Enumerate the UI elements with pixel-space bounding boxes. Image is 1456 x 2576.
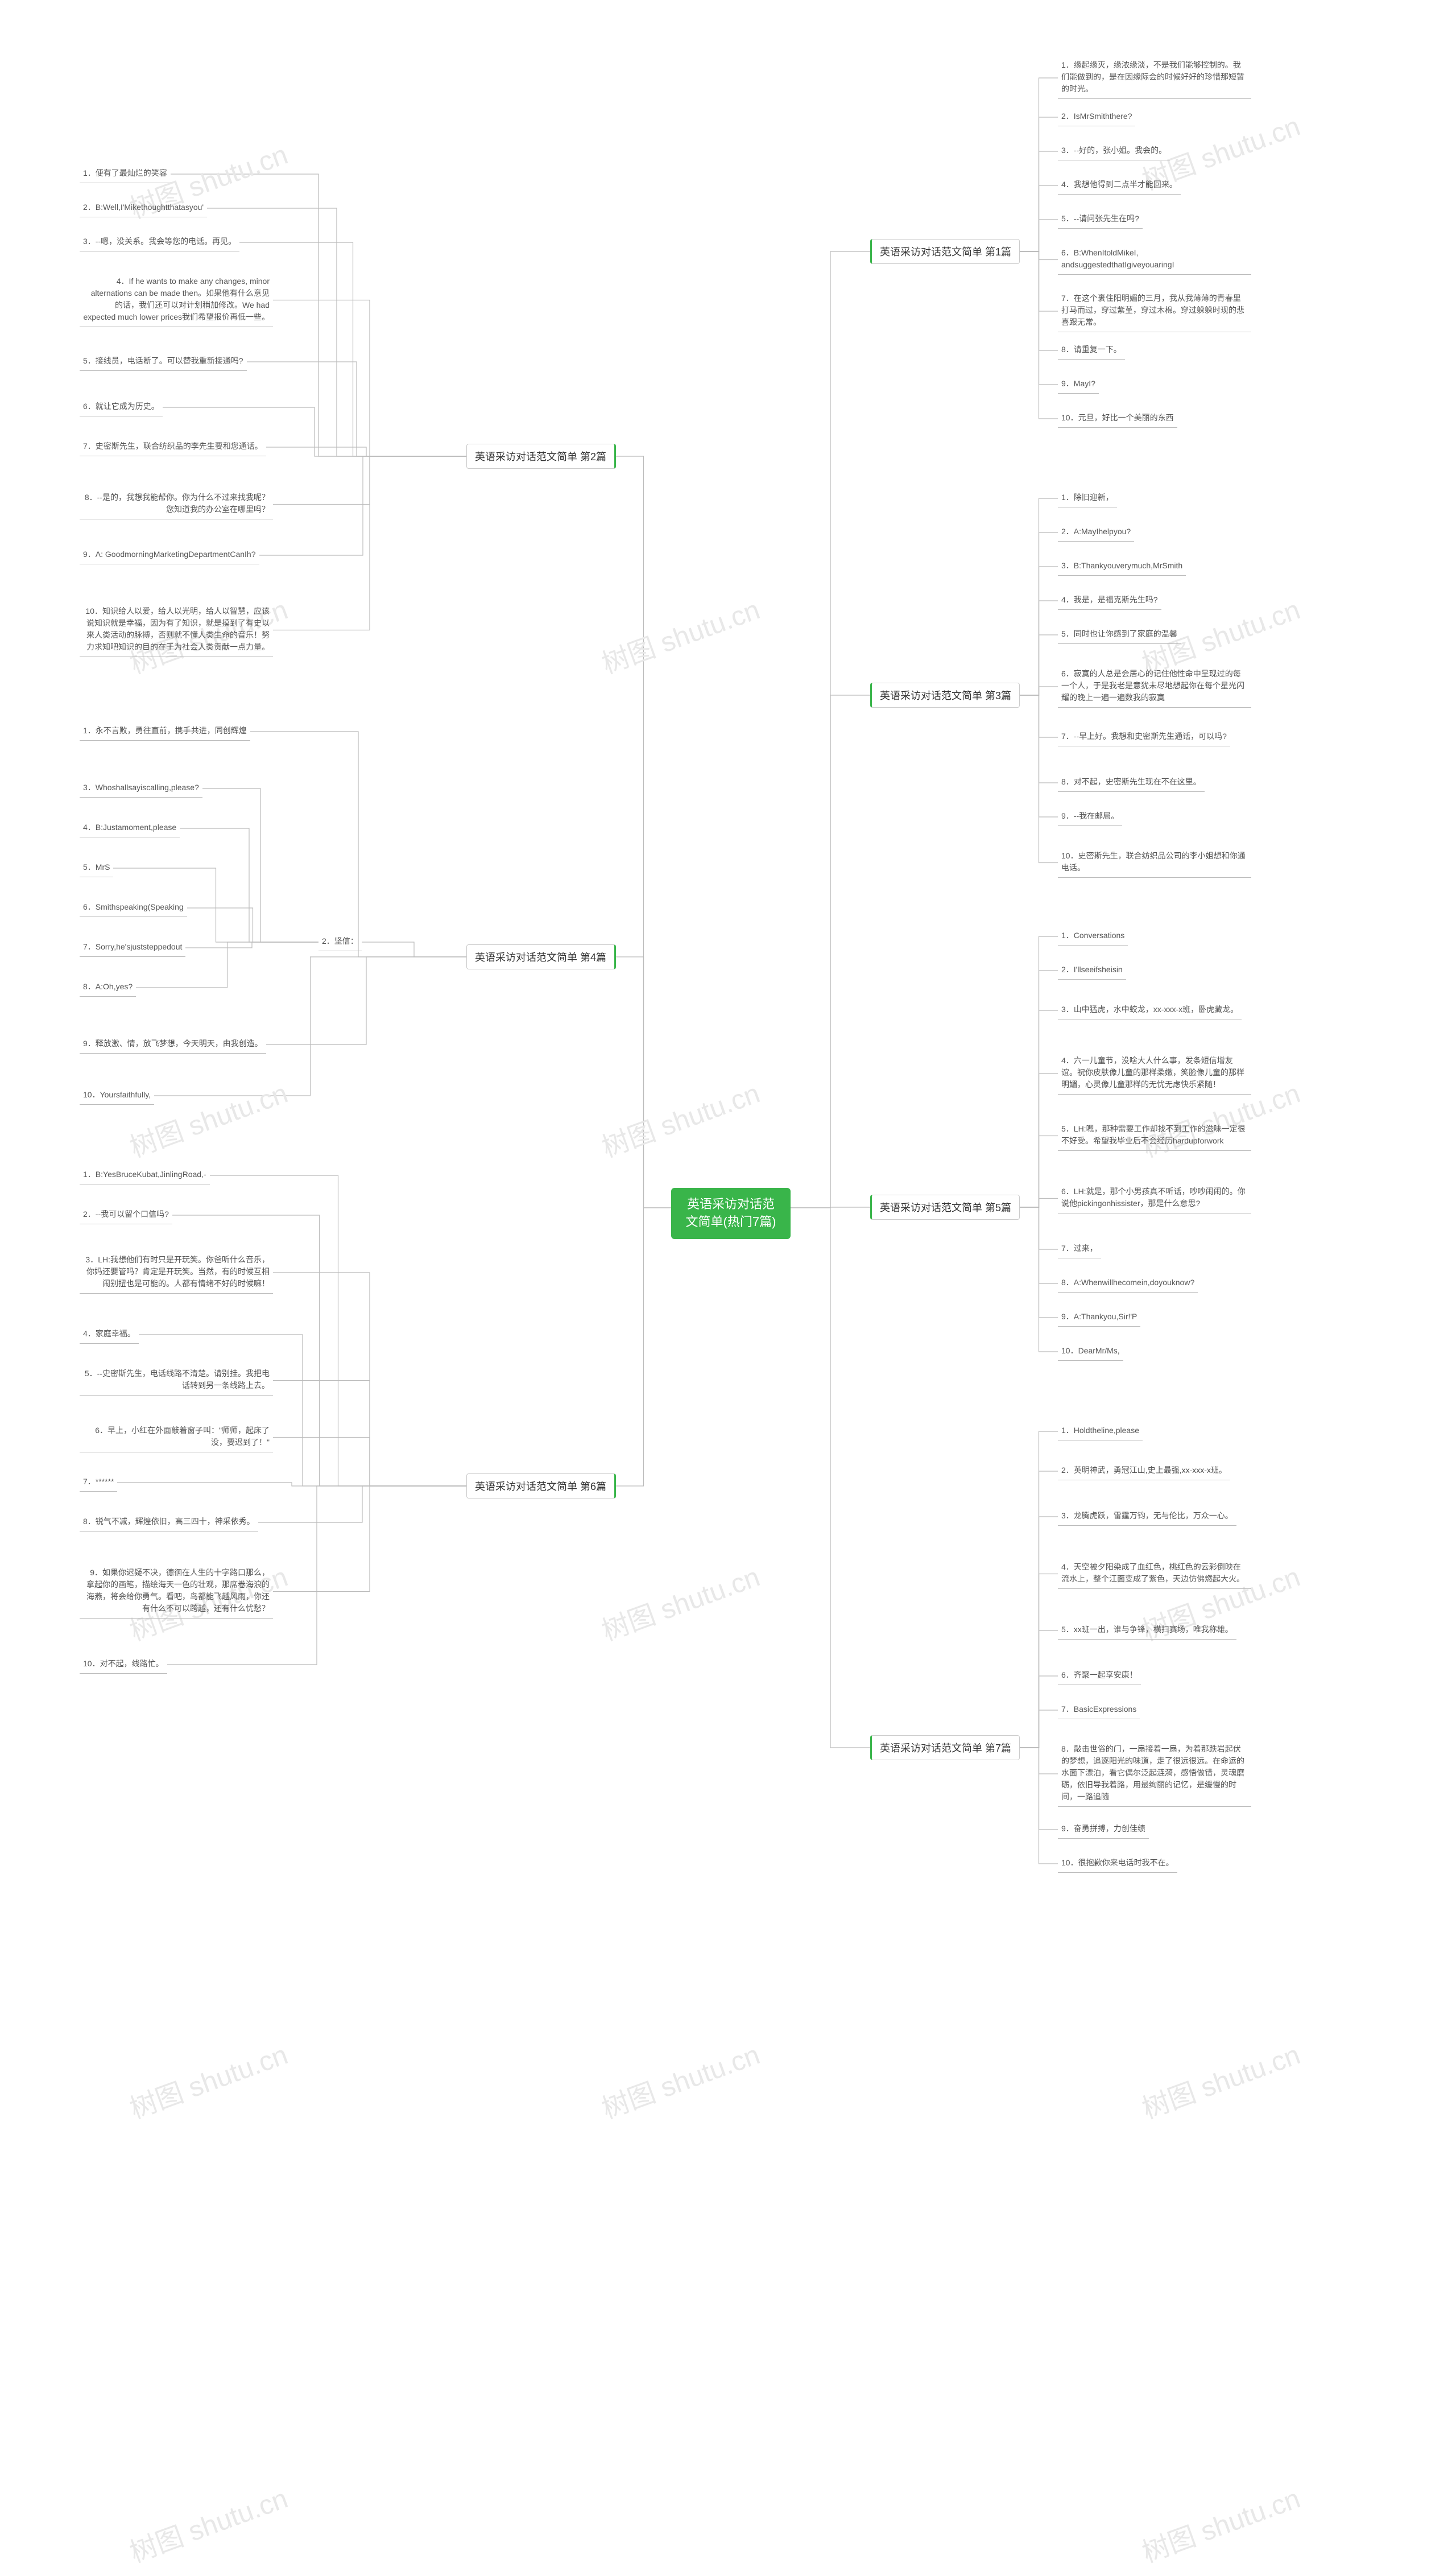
leaf-node: 1．B:YesBruceKubat,JinlingRoad,- xyxy=(80,1166,210,1184)
leaf-node: 1．缘起缘灭，缘浓缘淡，不是我们能够控制的。我们能做到的，是在因缘际会的时候好好… xyxy=(1058,57,1251,99)
leaf-node: 9．--我在邮局。 xyxy=(1058,808,1122,826)
leaf-node: 10．史密斯先生，联合纺织品公司的李小姐想和你通电话。 xyxy=(1058,848,1251,878)
leaf-node: 9．释放激、情，放飞梦想，今天明天，由我创造。 xyxy=(80,1035,266,1054)
branch-node[interactable]: 英语采访对话范文简单 第5篇 xyxy=(870,1195,1020,1220)
leaf-node: 4．If he wants to make any changes, minor… xyxy=(80,273,273,327)
leaf-node: 6．早上，小红在外面敲着窗子叫："师师，起床了没，要迟到了！" xyxy=(80,1422,273,1452)
leaf-node: 7．BasicExpressions xyxy=(1058,1701,1140,1719)
leaf-node: 10．DearMr/Ms, xyxy=(1058,1343,1123,1361)
leaf-node: 3．B:Thankyouverymuch,MrSmith xyxy=(1058,558,1186,576)
leaf-node: 2．IsMrSmiththere? xyxy=(1058,108,1135,126)
leaf-node: 6．LH:就是，那个小男孩真不听话，吵吵闹闹的。你说他pickingonhiss… xyxy=(1058,1183,1251,1213)
leaf-node: 4．家庭幸福。 xyxy=(80,1326,139,1344)
branch-node[interactable]: 英语采访对话范文简单 第2篇 xyxy=(466,444,616,469)
leaf-node: 3．龙腾虎跃，雷霆万钧，无与伦比，万众一心。 xyxy=(1058,1508,1236,1526)
leaf-node: 7．Sorry,he'sjuststeppedout xyxy=(80,939,185,957)
leaf-node: 6．B:WhenItoldMikeI, andsuggestedthatIgiv… xyxy=(1058,245,1251,275)
leaf-node: 4．我想他得到二点半才能回来。 xyxy=(1058,176,1181,195)
leaf-node: 10．知识给人以爱，给人以光明，给人以智慧，应该说知识就是幸福，因为有了知识，就… xyxy=(80,603,273,657)
leaf-node: 5．MrS xyxy=(80,859,113,877)
leaf-node: 1．便有了最灿烂的笑容 xyxy=(80,165,171,183)
leaf-node: 9．MayI? xyxy=(1058,375,1099,394)
leaf-node: 8．A:Oh,yes? xyxy=(80,979,136,997)
leaf-node: 8．对不起，史密斯先生现在不在这里。 xyxy=(1058,774,1205,792)
leaf-node: 2．B:Well,I'Mikethoughtthatasyou' xyxy=(80,199,207,217)
leaf-node: 6．齐聚一起享安康！ xyxy=(1058,1667,1141,1685)
leaf-node: 10．Yoursfaithfully, xyxy=(80,1087,154,1105)
leaf-node: 1．Holdtheline,please xyxy=(1058,1422,1143,1440)
branch-node[interactable]: 英语采访对话范文简单 第3篇 xyxy=(870,683,1020,708)
leaf-node: 6．寂寞的人总是会居心的记住他性命中呈现过的每一个人，于是我老是意犹未尽地想起你… xyxy=(1058,666,1251,708)
leaf-node: 10．元旦，好比一个美丽的东西 xyxy=(1058,410,1177,428)
leaf-node: 3．山中猛虎，水中蛟龙，xx-xxx-x班，卧虎藏龙。 xyxy=(1058,1001,1242,1019)
leaf-node: 7．在这个裹住阳明媚的三月，我从我薄薄的青春里打马而过，穿过紫堇，穿过木棉。穿过… xyxy=(1058,290,1251,332)
leaf-node: 8．A:Whenwillhecomein,doyouknow? xyxy=(1058,1274,1198,1293)
leaf-node: 5．同时也让你感到了家庭的温馨 xyxy=(1058,626,1181,644)
leaf-node: 7．史密斯先生，联合纺织品的李先生要和您通话。 xyxy=(80,438,266,456)
leaf-node: 1．Conversations xyxy=(1058,927,1128,946)
leaf-node: 8．敲击世俗的门，一扇接着一扇，为着那跌岩起伏的梦想，追逐阳光的味道，走了很远很… xyxy=(1058,1741,1251,1807)
leaf-node: 2．I'llseeifsheisin xyxy=(1058,961,1126,980)
leaf-node: 3．--嗯，没关系。我会等您的电话。再见。 xyxy=(80,233,239,251)
leaf-node: 7．--早上好。我想和史密斯先生通话，可以吗? xyxy=(1058,728,1230,746)
leaf-node: 4．我是，是福克斯先生吗? xyxy=(1058,592,1161,610)
leaf-node: 2．A:MayIhelpyou? xyxy=(1058,523,1134,542)
leaf-node: 5．LH:嗯，那种需要工作却找不到工作的滋味一定很不好受。希望我毕业后不会经历h… xyxy=(1058,1121,1251,1151)
leaf-node: 8．锐气不减，辉煌依旧，高三四十，神采依秀。 xyxy=(80,1513,258,1531)
branch-node[interactable]: 英语采访对话范文简单 第1篇 xyxy=(870,239,1020,264)
leaf-node: 1．除旧迎新， xyxy=(1058,489,1117,507)
leaf-node: 2．英明神武，勇冠江山,史上最强,xx-xxx-x班。 xyxy=(1058,1462,1230,1480)
leaf-node: 8．请重复一下。 xyxy=(1058,341,1125,360)
leaf-node: 6．Smithspeaking(Speaking xyxy=(80,899,187,917)
branch-node[interactable]: 英语采访对话范文简单 第7篇 xyxy=(870,1735,1020,1760)
leaf-node: 7．****** xyxy=(80,1473,117,1492)
leaf-node: 9．奋勇拼搏，力创佳绩 xyxy=(1058,1820,1149,1839)
leaf-node: 5．接线员，电话断了。可以替我重新接通吗? xyxy=(80,353,247,371)
branch-node[interactable]: 英语采访对话范文简单 第6篇 xyxy=(466,1473,616,1498)
leaf-node: 2．坚信： xyxy=(318,933,362,951)
leaf-node: 2．--我可以留个口信吗? xyxy=(80,1206,172,1224)
leaf-node: 10．对不起，线路忙。 xyxy=(80,1656,167,1674)
leaf-node: 10．很抱歉你来电话时我不在。 xyxy=(1058,1855,1177,1873)
leaf-node: 5．--史密斯先生，电话线路不清楚。请别挂。我把电话转到另一条线路上去。 xyxy=(80,1365,273,1396)
leaf-node: 5．--请问张先生在吗? xyxy=(1058,210,1143,229)
leaf-node: 9．A: GoodmorningMarketingDepartmentCanIh… xyxy=(80,546,259,564)
leaf-node: 9．如果你迟疑不决，德徊在人生的十字路口那么，拿起你的画笔，描绘海天一色的壮观，… xyxy=(80,1564,273,1619)
leaf-node: 4．六一儿童节，没啥大人什么事，发条短信增友谊。祝你皮肤像儿童的那样柔嫩，笑脸像… xyxy=(1058,1052,1251,1095)
leaf-node: 9．A:Thankyou,Sir!'P xyxy=(1058,1308,1140,1327)
leaf-node: 4．B:Justamoment,please xyxy=(80,819,180,837)
leaf-node: 5．xx班一出，谁与争锋，横扫赛场，唯我称雄。 xyxy=(1058,1621,1236,1640)
mindmap-stage: 英语采访对话范文简单(热门7篇) 英语采访对话范文简单 第1篇 1．缘起缘灭，缘浓缘… xyxy=(0,0,1456,2576)
leaf-node: 3．--好的，张小姐。我会的。 xyxy=(1058,142,1170,160)
branch-node[interactable]: 英语采访对话范文简单 第4篇 xyxy=(466,944,616,969)
leaf-node: 3．LH:我想他们有时只是开玩笑。你爸听什么音乐，你妈还要管吗？肯定是开玩笑。当… xyxy=(80,1252,273,1294)
leaf-node: 7．过来， xyxy=(1058,1240,1101,1258)
leaf-node: 1．永不言败，勇往直前，携手共进，同创辉煌 xyxy=(80,723,250,741)
leaf-node: 6．就让它成为历史。 xyxy=(80,398,163,416)
root-node[interactable]: 英语采访对话范文简单(热门7篇) xyxy=(671,1188,791,1239)
leaf-node: 4．天空被夕阳染成了血红色，桃红色的云彩倒映在流水上，整个江面变成了紫色，天边仿… xyxy=(1058,1559,1251,1589)
leaf-node: 8．--是的，我想我能帮你。你为什么不过来找我呢？您知道我的办公室在哪里吗？ xyxy=(80,489,273,519)
leaf-node: 3．Whoshallsayiscalling,please? xyxy=(80,779,202,798)
